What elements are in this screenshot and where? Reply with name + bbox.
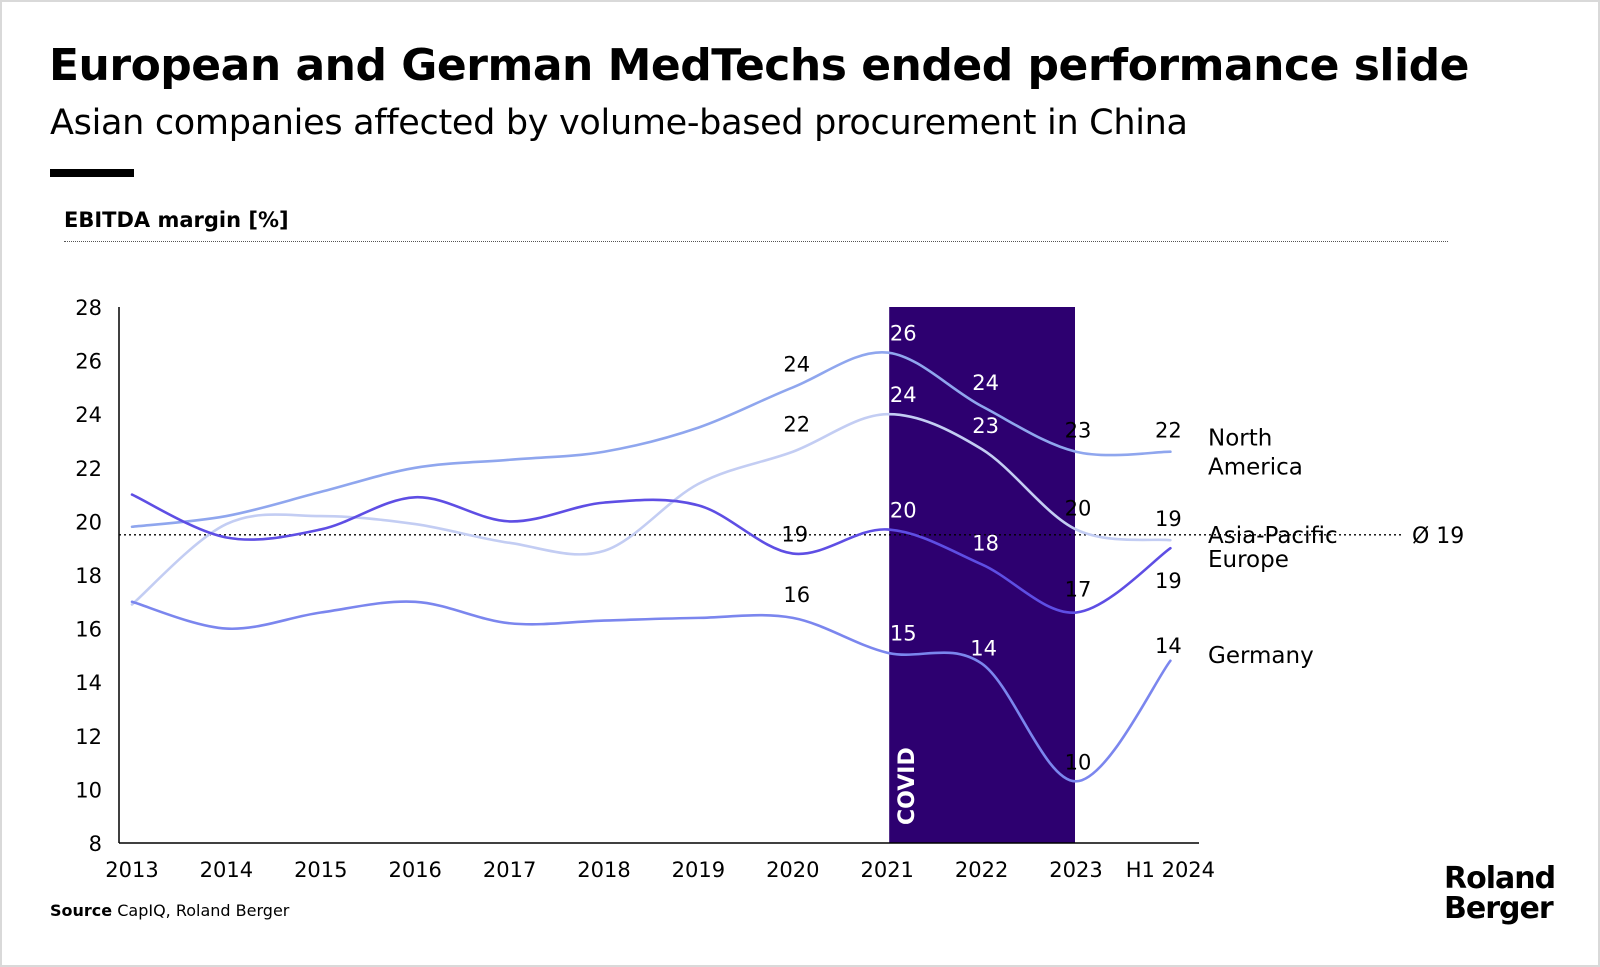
x-tick-label: H1 2024 xyxy=(1126,858,1215,882)
y-tick-label: 8 xyxy=(89,832,102,856)
data-label: 20 xyxy=(890,498,917,522)
x-tick-label: 2017 xyxy=(483,858,536,882)
y-tick-label: 10 xyxy=(75,778,102,802)
x-tick-label: 2018 xyxy=(577,858,630,882)
series-line-north-america xyxy=(130,351,1172,529)
series-label: North xyxy=(1208,426,1272,452)
data-label: 24 xyxy=(972,371,999,395)
series-label: America xyxy=(1208,455,1303,481)
data-label: 26 xyxy=(890,322,917,346)
data-label: 24 xyxy=(890,383,917,407)
data-label: 20 xyxy=(1065,496,1092,520)
data-label: 18 xyxy=(972,531,999,555)
data-label: 15 xyxy=(890,622,917,646)
data-label: 10 xyxy=(1065,750,1092,774)
x-tick-label: 2016 xyxy=(388,858,441,882)
y-tick-label: 28 xyxy=(75,296,102,320)
x-tick-label: 2015 xyxy=(294,858,347,882)
y-axis-label: EBITDA margin [%] xyxy=(64,208,289,232)
logo-line-2: Berger xyxy=(1444,891,1554,926)
data-label: 16 xyxy=(783,583,810,607)
data-label: 17 xyxy=(1065,578,1092,602)
y-tick-label: 16 xyxy=(75,618,102,642)
data-label: 24 xyxy=(783,352,810,376)
data-label: 14 xyxy=(1155,634,1182,658)
data-label: 22 xyxy=(1155,419,1182,443)
logo-line-1: Roland xyxy=(1444,861,1556,896)
series-label: Germany xyxy=(1208,643,1314,669)
y-tick-label: 18 xyxy=(75,564,102,588)
y-tick-label: 20 xyxy=(75,510,102,534)
x-tick-label: 2020 xyxy=(766,858,819,882)
y-tick-label: 24 xyxy=(75,403,102,427)
source-text: CapIQ, Roland Berger xyxy=(117,901,290,920)
data-label: 19 xyxy=(781,523,808,547)
y-tick-label: 22 xyxy=(75,457,102,481)
data-label: 22 xyxy=(783,413,810,437)
data-label: 23 xyxy=(1065,419,1092,443)
average-label: Ø 19 xyxy=(1412,524,1464,549)
x-tick-label: 2022 xyxy=(955,858,1008,882)
data-label: 19 xyxy=(1155,507,1182,531)
x-tick-label: 2021 xyxy=(860,858,913,882)
series-label: Asia-Pacific xyxy=(1208,523,1338,549)
data-label: 23 xyxy=(972,414,999,438)
x-tick-label: 2023 xyxy=(1049,858,1102,882)
series-line-asia-pacific xyxy=(130,412,1172,606)
y-tick-label: 12 xyxy=(75,725,102,749)
x-tick-label: 2014 xyxy=(200,858,253,882)
y-tick-label: 26 xyxy=(75,350,102,374)
chart-subtitle: Asian companies affected by volume-based… xyxy=(50,103,1188,143)
header-divider xyxy=(64,241,1448,242)
series-label: Europe xyxy=(1208,547,1289,573)
data-label: 19 xyxy=(1155,569,1182,593)
data-label: 14 xyxy=(970,636,997,660)
x-tick-label: 2013 xyxy=(105,858,158,882)
series-line-europe xyxy=(130,493,1172,614)
x-tick-label: 2019 xyxy=(672,858,725,882)
covid-label: COVID xyxy=(895,747,920,825)
roland-berger-logo: Roland Berger xyxy=(1444,861,1556,926)
source-note: Source CapIQ, Roland Berger xyxy=(50,901,289,920)
chart-title: European and German MedTechs ended perfo… xyxy=(49,40,1469,91)
source-label: Source xyxy=(50,901,113,920)
title-accent-bar xyxy=(50,169,134,177)
series-line-germany xyxy=(130,600,1172,783)
y-tick-label: 14 xyxy=(75,671,102,695)
